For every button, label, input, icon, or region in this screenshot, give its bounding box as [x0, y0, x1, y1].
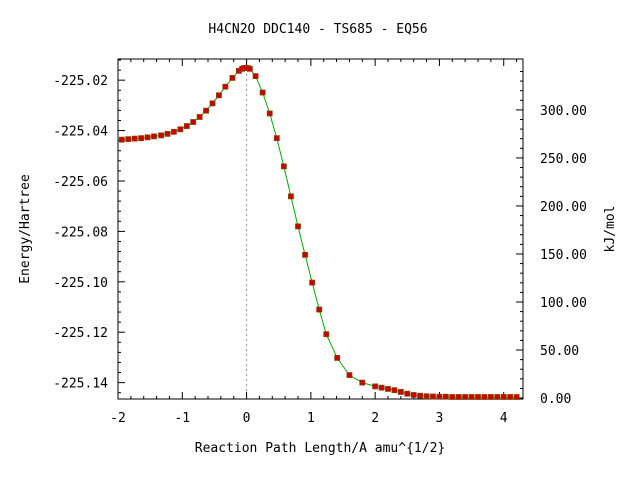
y2-tick-label: 150.00 [540, 248, 587, 263]
data-point [216, 92, 222, 99]
data-point [131, 135, 138, 142]
data-point [455, 394, 462, 400]
data-point [259, 89, 266, 96]
y2-tick-label: 0.00 [540, 392, 571, 407]
x-tick-label: 3 [436, 411, 444, 426]
data-point [359, 379, 366, 386]
chart-title: H4CN2O DDC140 - TS685 - EQ56 [208, 22, 427, 37]
y-tick-label: -225.08 [53, 225, 108, 240]
data-point [513, 394, 520, 400]
data-point [190, 119, 197, 125]
data-point [468, 394, 475, 400]
x-tick-label: 4 [500, 411, 508, 426]
y2-tick-label: 100.00 [540, 296, 587, 311]
x-tick-label: -1 [174, 411, 190, 426]
x-tick-label: -2 [110, 411, 126, 426]
data-point [302, 251, 308, 258]
data-point [323, 331, 330, 338]
data-point [158, 132, 164, 139]
data-point [309, 279, 316, 286]
y2-axis-label: kJ/mol [603, 206, 618, 253]
data-point [397, 389, 404, 395]
data-point [436, 393, 443, 400]
data-point [487, 394, 494, 400]
data-point [475, 394, 481, 400]
y-tick-label: -225.06 [53, 175, 108, 190]
x-tick-label: 0 [243, 411, 251, 426]
data-point [125, 136, 132, 143]
data-point [118, 136, 125, 143]
data-point [391, 387, 398, 394]
data-point [404, 390, 411, 397]
data-point [138, 135, 145, 142]
data-point [378, 384, 385, 391]
data-point [151, 133, 157, 140]
plot-frame [117, 58, 524, 400]
data-point [385, 386, 391, 392]
data-point [410, 392, 417, 398]
data-point [266, 110, 273, 117]
data-point [372, 383, 379, 390]
data-point [494, 394, 501, 400]
x-axis-label: Reaction Path Length/A amu^{1/2} [195, 441, 445, 456]
data-point [171, 128, 177, 135]
y-tick-label: -225.04 [53, 125, 108, 140]
x-tick-label: 1 [307, 411, 315, 426]
data-point [164, 130, 171, 137]
data-point [196, 114, 203, 120]
x-tick-label: 2 [371, 411, 379, 426]
data-point [481, 394, 488, 400]
energy-curve-line [121, 67, 517, 398]
data-point [316, 306, 323, 313]
data-point [222, 83, 229, 90]
data-point [442, 393, 449, 400]
y-tick-label: -225.10 [53, 276, 108, 291]
y-tick-label: -225.12 [53, 326, 108, 341]
data-point [209, 100, 216, 107]
y-tick-label: -225.02 [53, 74, 108, 89]
data-point [288, 193, 294, 200]
data-point [177, 126, 184, 133]
y2-tick-label: 300.00 [540, 104, 587, 119]
y2-tick-label: 250.00 [540, 152, 587, 167]
data-point [462, 394, 469, 400]
data-point [280, 163, 287, 170]
y2-tick-label: 50.00 [540, 344, 579, 359]
data-point [423, 393, 430, 400]
data-point [183, 123, 190, 129]
data-point [507, 394, 514, 400]
data-point [229, 75, 236, 81]
data-point [203, 107, 209, 114]
data-point [346, 372, 353, 378]
data-point [334, 355, 341, 361]
data-point [246, 65, 253, 72]
data-point [295, 223, 301, 230]
data-point [449, 394, 456, 400]
data-point [252, 73, 259, 80]
data-point [500, 394, 507, 400]
y-tick-label: -225.14 [53, 377, 108, 392]
data-point [273, 135, 280, 142]
y2-tick-label: 200.00 [540, 200, 587, 215]
y-axis-label: Energy/Hartree [18, 174, 33, 284]
data-point [430, 393, 436, 400]
data-point [144, 134, 151, 141]
data-point [417, 392, 424, 399]
